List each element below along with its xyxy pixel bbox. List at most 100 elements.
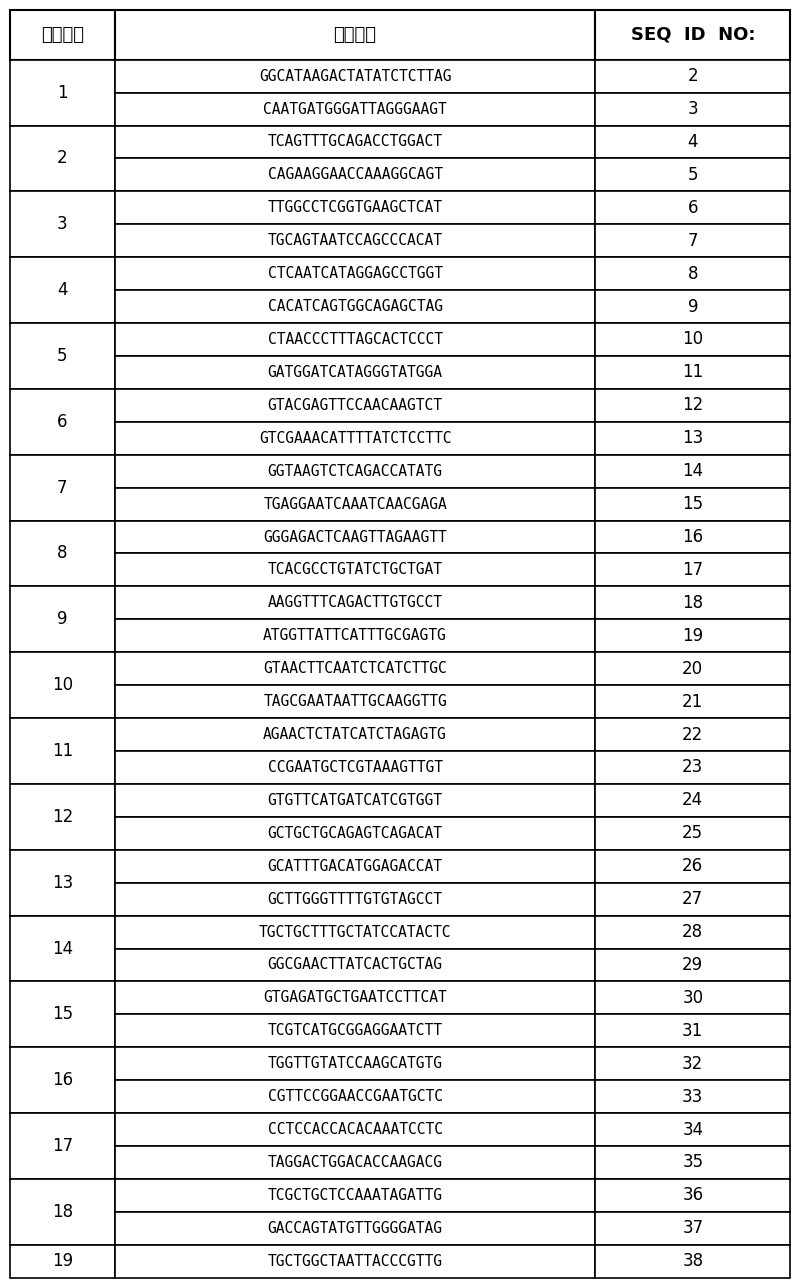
Text: 13: 13 (682, 429, 703, 447)
Text: CCTCCACCACACAAATCCTC: CCTCCACCACACAAATCCTC (268, 1122, 442, 1137)
Bar (595, 421, 790, 455)
Bar (10, 784, 115, 850)
Text: 35: 35 (682, 1154, 703, 1172)
Bar (595, 224, 790, 258)
Text: 26: 26 (682, 858, 703, 876)
Bar (115, 158, 595, 192)
Bar (115, 719, 595, 751)
Bar (10, 10, 115, 59)
Text: 12: 12 (52, 808, 73, 826)
Bar (10, 586, 115, 652)
Bar (595, 620, 790, 652)
Bar (595, 1081, 790, 1113)
Bar (115, 488, 595, 520)
Bar (10, 389, 115, 455)
Text: 23: 23 (682, 759, 703, 777)
Bar (595, 685, 790, 719)
Bar (115, 1047, 595, 1081)
Text: TTGGCCTCGGTGAAGCTCAT: TTGGCCTCGGTGAAGCTCAT (268, 201, 442, 215)
Bar (595, 258, 790, 290)
Bar (115, 59, 595, 93)
Text: 38: 38 (682, 1252, 703, 1270)
Text: 18: 18 (682, 594, 703, 612)
Text: 2: 2 (57, 149, 68, 167)
Bar (595, 554, 790, 586)
Text: 10: 10 (682, 331, 703, 349)
Bar (115, 1081, 595, 1113)
Bar (10, 1244, 115, 1278)
Text: 25: 25 (682, 824, 703, 842)
Bar (115, 1212, 595, 1244)
Text: 13: 13 (52, 873, 73, 891)
Bar (595, 125, 790, 158)
Bar (10, 1179, 115, 1244)
Bar (10, 520, 115, 586)
Text: TCGTCATGCGGAGGAATCTT: TCGTCATGCGGAGGAATCTT (268, 1023, 442, 1038)
Bar (10, 719, 115, 784)
Bar (595, 1047, 790, 1081)
Bar (10, 916, 115, 981)
Bar (115, 125, 595, 158)
Bar (10, 125, 115, 192)
Text: 11: 11 (52, 742, 73, 760)
Bar (595, 355, 790, 389)
Bar (115, 916, 595, 948)
Text: GTGAGATGCTGAATCCTTCAT: GTGAGATGCTGAATCCTTCAT (263, 990, 447, 1006)
Text: GTGTTCATGATCATCGTGGT: GTGTTCATGATCATCGTGGT (268, 793, 442, 808)
Bar (115, 882, 595, 916)
Text: CACATCAGTGGCAGAGCTAG: CACATCAGTGGCAGAGCTAG (268, 299, 442, 314)
Bar (10, 455, 115, 520)
Text: CGTTCCGGAACCGAATGCTC: CGTTCCGGAACCGAATGCTC (268, 1090, 442, 1104)
Bar (115, 981, 595, 1015)
Bar (115, 586, 595, 620)
Text: 2: 2 (687, 67, 698, 85)
Text: 4: 4 (687, 133, 698, 151)
Text: 引物序列: 引物序列 (334, 26, 377, 44)
Bar (115, 323, 595, 355)
Bar (10, 652, 115, 719)
Bar (595, 1179, 790, 1212)
Text: 21: 21 (682, 693, 703, 711)
Text: 34: 34 (682, 1121, 703, 1139)
Bar (115, 784, 595, 817)
Text: 29: 29 (682, 956, 703, 974)
Bar (115, 620, 595, 652)
Text: GCATTTGACATGGAGACCAT: GCATTTGACATGGAGACCAT (268, 859, 442, 873)
Bar (115, 455, 595, 488)
Text: 6: 6 (687, 198, 698, 216)
Bar (595, 1146, 790, 1179)
Text: GACCAGTATGTTGGGGATAG: GACCAGTATGTTGGGGATAG (268, 1221, 442, 1235)
Text: GGTAAGTCTCAGACCATATG: GGTAAGTCTCAGACCATATG (268, 464, 442, 479)
Bar (595, 1015, 790, 1047)
Bar (115, 751, 595, 784)
Text: GATGGATCATAGGGTATGGA: GATGGATCATAGGGTATGGA (268, 365, 442, 380)
Bar (595, 10, 790, 59)
Text: 4: 4 (57, 281, 67, 299)
Bar (115, 520, 595, 554)
Bar (595, 1244, 790, 1278)
Text: GGCGAACTTATCACTGCTAG: GGCGAACTTATCACTGCTAG (268, 957, 442, 972)
Bar (115, 224, 595, 258)
Text: 32: 32 (682, 1055, 703, 1073)
Text: 16: 16 (682, 528, 703, 546)
Bar (115, 1146, 595, 1179)
Text: TGAGGAATCAAATCAACGAGA: TGAGGAATCAAATCAACGAGA (263, 497, 447, 511)
Text: 17: 17 (682, 562, 703, 578)
Bar (115, 1179, 595, 1212)
Bar (595, 389, 790, 421)
Bar (595, 850, 790, 882)
Bar (115, 355, 595, 389)
Bar (595, 751, 790, 784)
Text: 14: 14 (682, 462, 703, 480)
Text: CAATGATGGGATTAGGGAAGT: CAATGATGGGATTAGGGAAGT (263, 102, 447, 116)
Bar (115, 389, 595, 421)
Text: GCTGCTGCAGAGTCAGACAT: GCTGCTGCAGAGTCAGACAT (268, 826, 442, 841)
Text: 3: 3 (687, 100, 698, 118)
Text: GTAACTTCAATCTCATCTTGC: GTAACTTCAATCTCATCTTGC (263, 661, 447, 676)
Text: 11: 11 (682, 363, 703, 381)
Bar (595, 158, 790, 192)
Bar (595, 1212, 790, 1244)
Text: 6: 6 (57, 412, 67, 430)
Bar (595, 784, 790, 817)
Text: TCAGTTTGCAGACCTGGACT: TCAGTTTGCAGACCTGGACT (268, 134, 442, 149)
